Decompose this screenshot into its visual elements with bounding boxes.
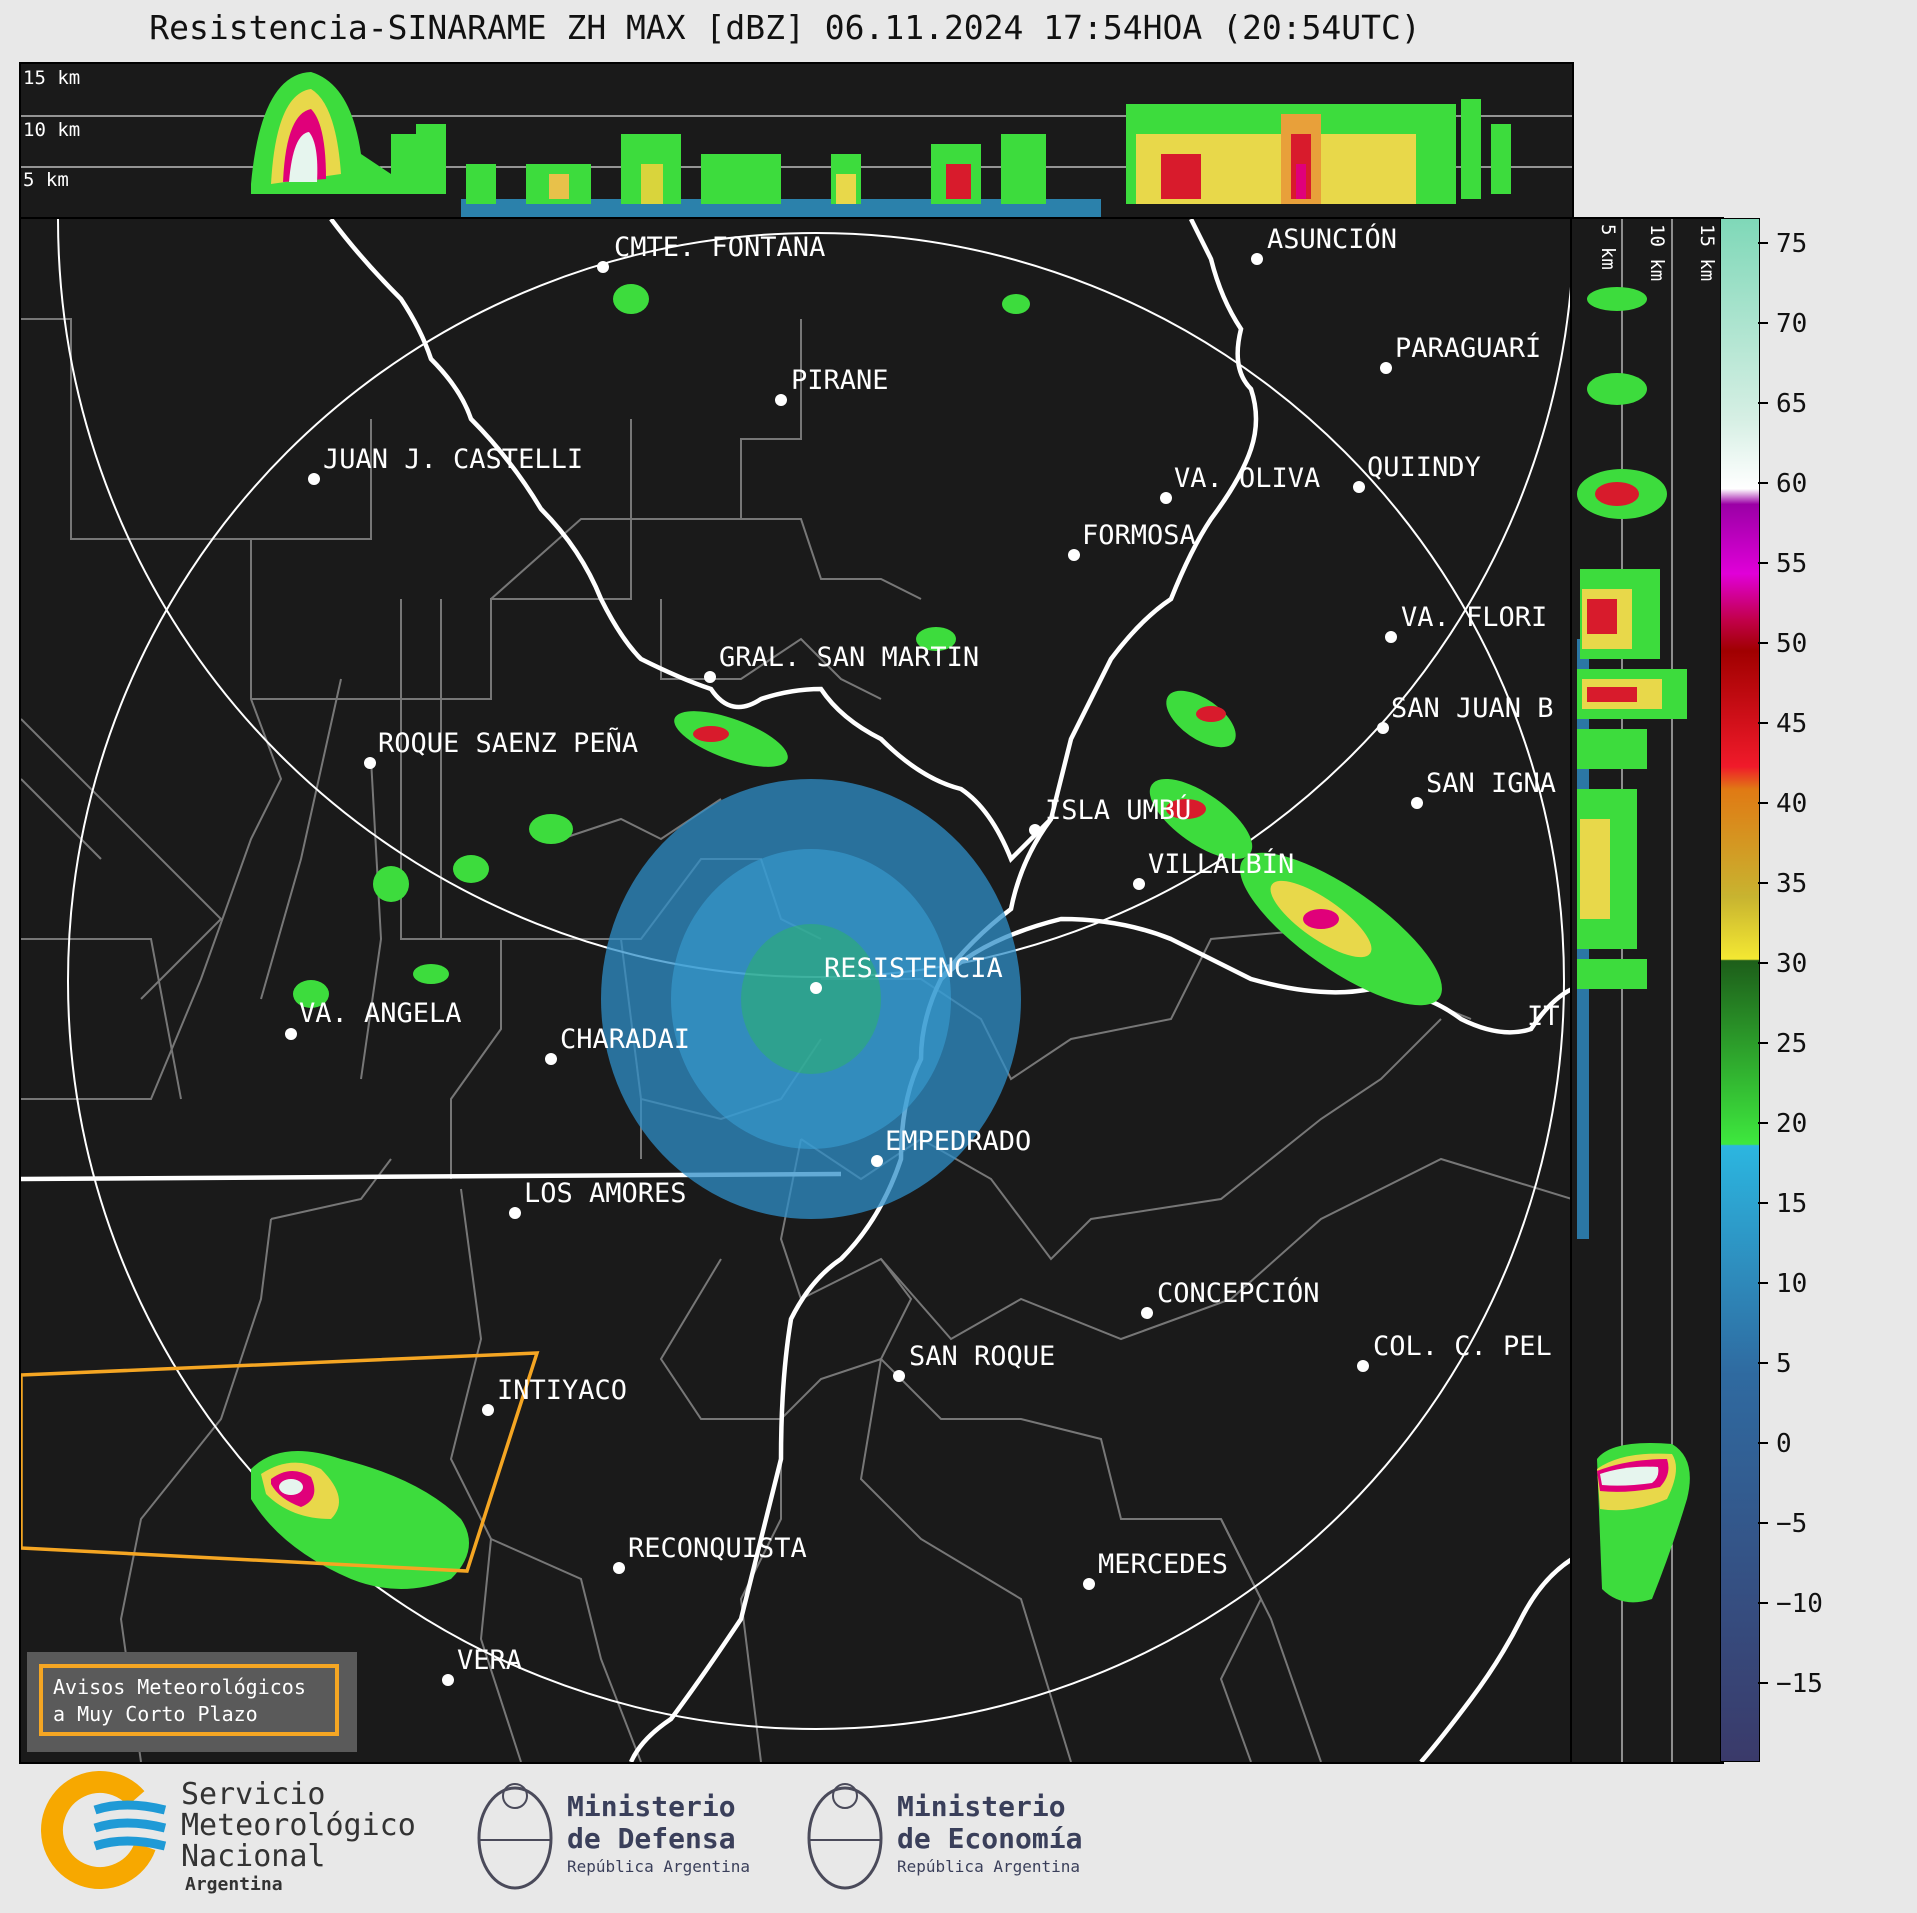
cbar-tick-minus5: −5: [1776, 1509, 1807, 1539]
smn-name-line4: Argentina: [185, 1874, 283, 1895]
cbar-tick-65: 65: [1776, 389, 1807, 419]
side-label-10: 10 km: [1646, 224, 1668, 281]
city-va-flori: VA. FLORI: [1401, 602, 1547, 633]
city-asuncion: ASUNCIÓN: [1267, 223, 1397, 255]
city-gral-san-martin: GRAL. SAN MARTIN: [719, 642, 979, 673]
colorbar: [1720, 218, 1760, 1762]
city-charadai: CHARADAI: [560, 1024, 690, 1055]
cbar-tick-70: 70: [1776, 309, 1807, 339]
city-paraguari: PARAGUARÍ: [1395, 332, 1541, 364]
reflectivity-clutter: [601, 779, 1021, 1219]
city-los-amores: LOS AMORES: [524, 1178, 687, 1209]
side-label-5: 5 km: [1597, 224, 1619, 270]
city-villalbin: VILLALBÍN: [1148, 848, 1294, 880]
cbar-tick-30: 30: [1776, 949, 1807, 979]
city-pirane: PIRANE: [791, 365, 889, 396]
smn-logo-icon: [41, 1771, 167, 1889]
cbar-tick-40: 40: [1776, 789, 1807, 819]
warning-polygon: [21, 1351, 540, 1573]
city-quiindy: QUIINDY: [1367, 452, 1481, 483]
warning-legend-line2: a Muy Corto Plazo: [53, 1702, 258, 1726]
economia-emblem-icon: [807, 1783, 883, 1890]
colorbar-ticks: 75 70 65 60 55 50 45 40 35 30 25 20 15 1…: [1758, 218, 1858, 1760]
cbar-tick-25: 25: [1776, 1029, 1807, 1059]
storm-cells: [251, 284, 1442, 1589]
city-juan-castelli: JUAN J. CASTELLI: [323, 444, 583, 475]
height-label-15: 15 km: [23, 67, 80, 89]
economia-line2: de Economía: [897, 1822, 1082, 1855]
defensa-emblem-icon: [477, 1783, 553, 1890]
cbar-tick-minus15: −15: [1776, 1669, 1823, 1699]
cbar-tick-15: 15: [1776, 1189, 1807, 1219]
cbar-tick-45: 45: [1776, 709, 1807, 739]
city-intiyaco: INTIYACO: [497, 1375, 627, 1406]
footer-logos: Servicio Meteorológico Nacional Argentin…: [0, 1760, 1917, 1909]
city-roque-saenz-pena: ROQUE SAENZ PEÑA: [378, 727, 638, 759]
city-cmte-fontana: CMTE. FONTANA: [614, 232, 825, 263]
cbar-tick-10: 10: [1776, 1269, 1807, 1299]
radar-range-ring-main: [67, 232, 1565, 1730]
height-label-10: 10 km: [23, 119, 80, 141]
city-col-c-pel: COL. C. PEL: [1373, 1331, 1552, 1362]
defensa-line2: de Defensa: [567, 1822, 736, 1855]
city-reconquista: RECONQUISTA: [628, 1533, 807, 1564]
cbar-tick-20: 20: [1776, 1109, 1807, 1139]
top-echoes: [251, 72, 1511, 217]
cbar-tick-minus10: −10: [1776, 1589, 1823, 1619]
warning-legend-line1: Avisos Meteorológicos: [53, 1675, 306, 1699]
smn-name-line1: Servicio: [181, 1777, 326, 1812]
economia-line3: República Argentina: [897, 1857, 1080, 1876]
city-resistencia: RESISTENCIA: [824, 953, 1003, 984]
side-height-cross-section: 5 km 10 km 15 km: [1570, 217, 1724, 1764]
cbar-tick-50: 50: [1776, 629, 1807, 659]
page-title: Resistencia-SINARAME ZH MAX [dBZ] 06.11.…: [149, 8, 1421, 47]
warning-legend-box: Avisos Meteorológicos a Muy Corto Plazo: [27, 1652, 357, 1752]
defensa-line1: Ministerio: [567, 1790, 736, 1823]
city-formosa: FORMOSA: [1082, 520, 1196, 551]
economia-line1: Ministerio: [897, 1790, 1066, 1823]
city-san-igna: SAN IGNA: [1426, 768, 1556, 799]
smn-name-line3: Nacional: [181, 1839, 326, 1874]
city-mercedes: MERCEDES: [1098, 1549, 1228, 1580]
city-va-angela: VA. ANGELA: [299, 998, 462, 1029]
cbar-tick-60: 60: [1776, 469, 1807, 499]
city-vera: VERA: [457, 1645, 522, 1676]
cbar-tick-75: 75: [1776, 229, 1807, 259]
cbar-tick-0: 0: [1776, 1429, 1792, 1459]
defensa-line3: República Argentina: [567, 1857, 750, 1876]
city-isla-umbu: ISLA UMBÚ: [1045, 794, 1191, 826]
cbar-tick-35: 35: [1776, 869, 1807, 899]
city-empedrado: EMPEDRADO: [885, 1126, 1031, 1157]
city-labels: CMTE. FONTANA ASUNCIÓN PIRANE PARAGUARÍ …: [285, 223, 1560, 1686]
cbar-tick-55: 55: [1776, 549, 1807, 579]
top-height-cross-section: 15 km 10 km 5 km: [19, 62, 1574, 221]
side-label-15: 15 km: [1696, 224, 1718, 281]
radar-map: CMTE. FONTANA ASUNCIÓN PIRANE PARAGUARÍ …: [19, 217, 1574, 1764]
city-san-juan-b: SAN JUAN B: [1391, 693, 1554, 724]
height-label-5: 5 km: [23, 169, 69, 191]
side-echoes: [1577, 287, 1690, 1603]
cbar-tick-5: 5: [1776, 1349, 1792, 1379]
city-san-roque: SAN ROQUE: [909, 1341, 1055, 1372]
city-concepcion: CONCEPCIÓN: [1157, 1277, 1320, 1309]
city-it: IT: [1527, 1001, 1560, 1032]
city-va-oliva: VA. OLIVA: [1174, 463, 1320, 494]
smn-name-line2: Meteorológico: [181, 1808, 416, 1843]
